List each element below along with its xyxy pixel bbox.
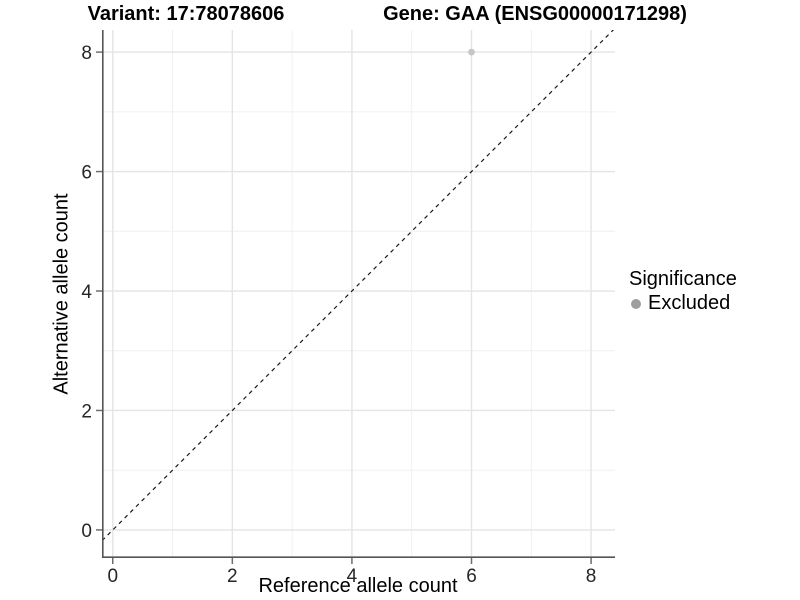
data-point xyxy=(468,48,475,56)
x-tick-label: 6 xyxy=(466,566,477,587)
identity-dashed-line xyxy=(102,30,615,542)
x-tick-label: 4 xyxy=(347,566,358,587)
legend-item-label: Excluded xyxy=(648,292,731,314)
y-tick-label: 6 xyxy=(81,162,92,183)
y-tick-label: 4 xyxy=(81,282,92,303)
y-axis-title: Alternative allele count xyxy=(50,193,73,395)
x-axis-title: Reference allele count xyxy=(258,575,458,597)
y-tick-label: 0 xyxy=(81,521,92,542)
y-tick-label: 2 xyxy=(81,401,92,422)
legend-title: Significance xyxy=(629,268,737,290)
plot-title-variant: Variant: 17:78078606 xyxy=(87,3,285,25)
plot-title-gene: Gene: GAA (ENSG00000171298) xyxy=(383,3,687,25)
x-tick-label: 2 xyxy=(227,566,238,587)
legend: Significance Excluded xyxy=(629,268,737,315)
y-tick-label: 8 xyxy=(81,43,92,64)
legend-point-icon xyxy=(631,298,641,309)
plot-panel: 0 2 4 6 8 0 2 4 6 8 xyxy=(81,30,615,587)
x-tick-label: 0 xyxy=(107,566,118,587)
x-tick-label: 8 xyxy=(586,566,597,587)
legend-item-excluded: Excluded xyxy=(629,292,737,315)
